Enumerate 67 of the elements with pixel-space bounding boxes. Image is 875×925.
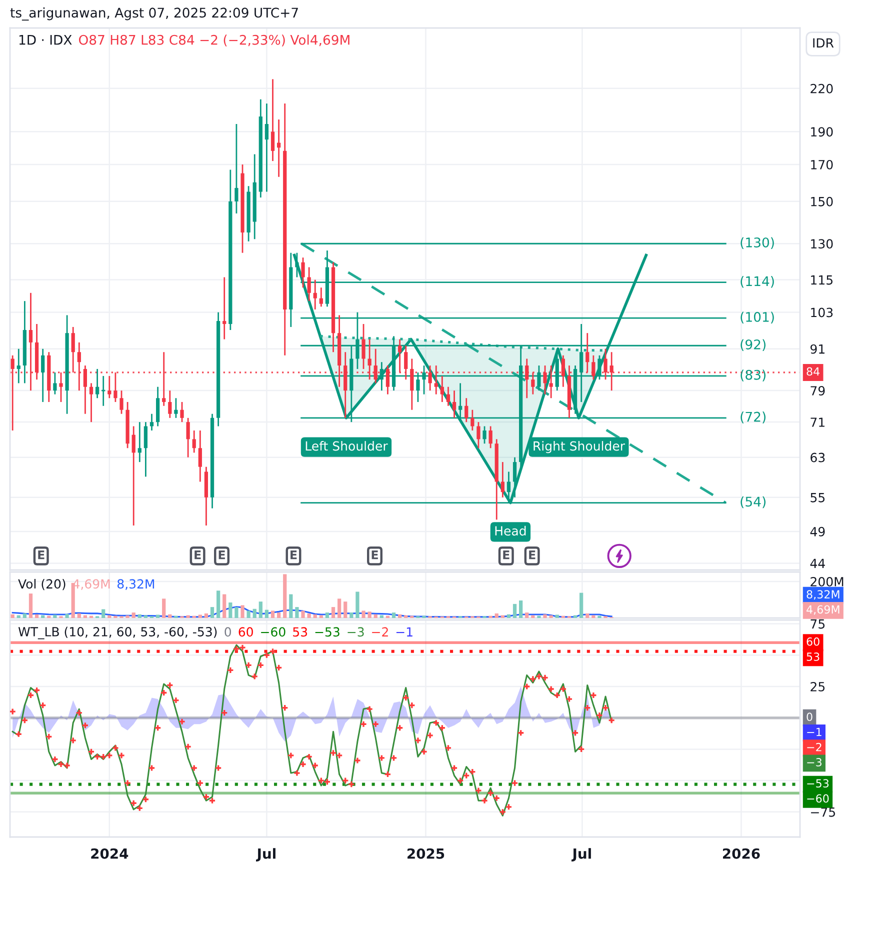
annotation: −1: [396, 627, 412, 636]
text: −3: [807, 758, 822, 766]
y-tick-label: 55: [810, 493, 825, 502]
text: WT_LB (10, 21, 60, 53, -60, -53): [18, 626, 217, 640]
annotation: E: [290, 550, 297, 560]
y-tick-label: −75: [811, 808, 836, 817]
annotation: E: [503, 550, 510, 560]
text: 60: [806, 637, 820, 646]
annotation: −3: [348, 627, 364, 637]
chart-title: 1D · IDX: [19, 35, 72, 45]
y-tick-label: 115: [811, 275, 832, 285]
text: 8,32M: [806, 590, 840, 600]
text: −1: [807, 728, 822, 736]
text: −2: [807, 742, 822, 752]
y-tick-label: 75: [810, 619, 825, 629]
y-tick-label: 63: [810, 452, 825, 462]
x-tick-label: Jul: [572, 848, 591, 862]
ref-line-label: −53: [807, 779, 829, 788]
y-tick-label: 71: [810, 418, 824, 427]
y-tick-label: 103: [811, 308, 833, 318]
text: IDR: [813, 38, 834, 48]
annotation: E: [218, 550, 225, 560]
annotation: Left Shoulder: [306, 441, 388, 451]
text: Vol (20): [18, 578, 66, 590]
text: −53: [315, 627, 340, 637]
series-label: (101): [740, 312, 774, 324]
y-tick-label: 49: [810, 526, 825, 536]
annotation: Head: [495, 526, 526, 536]
y-tick-label: 170: [811, 160, 833, 170]
series-label: (130): [740, 237, 774, 249]
x-tick-label: Jul: [256, 848, 276, 862]
annotation: E: [529, 550, 536, 560]
series-label: (72): [740, 412, 766, 424]
y-tick-label: 44: [810, 558, 825, 568]
y-tick-label: 190: [811, 127, 833, 137]
y-tick-label: 220: [810, 84, 833, 94]
annotation: 4,69M: [72, 579, 110, 590]
y-tick-label: 150: [811, 196, 833, 206]
annotation: E: [38, 550, 44, 560]
text: ts_arigunawan, Agst 07, 2025 22:09 UTC+7: [10, 7, 298, 21]
text: 4,69M: [806, 605, 840, 615]
ref-line-label: −60: [807, 794, 829, 803]
y-tick-label: 200M: [810, 576, 844, 586]
annotation: 8,32M: [117, 579, 154, 590]
ref-line-label: 60: [238, 627, 253, 637]
series-label: (54): [740, 496, 766, 508]
annotation: Right Shoulder: [534, 441, 626, 454]
series-label: (83): [740, 370, 766, 382]
series-label: (92): [740, 339, 766, 351]
x-tick-label: 2026: [722, 848, 760, 859]
text: 53: [293, 627, 308, 637]
ref-line-label: 0: [806, 712, 812, 722]
y-tick-label: 79: [810, 386, 825, 396]
annotation: E: [372, 550, 378, 560]
y-tick-label: 25: [810, 682, 825, 692]
ref-line-label: 84: [806, 367, 820, 376]
y-tick-label: 130: [811, 239, 833, 249]
annotation: −2: [372, 627, 388, 636]
ref-line-label: 53: [806, 652, 820, 661]
x-tick-label: 2024: [91, 848, 128, 859]
x-tick-label: 2025: [408, 848, 444, 859]
y-tick-label: 91: [810, 344, 824, 354]
text: 0: [224, 627, 231, 637]
chart-subtitle: O87 H87 L83 C84 −2 (−2,33%) Vol4,69M: [78, 34, 350, 46]
series-label: (114): [740, 276, 774, 288]
text: −60: [261, 627, 286, 637]
annotation: E: [194, 550, 201, 560]
